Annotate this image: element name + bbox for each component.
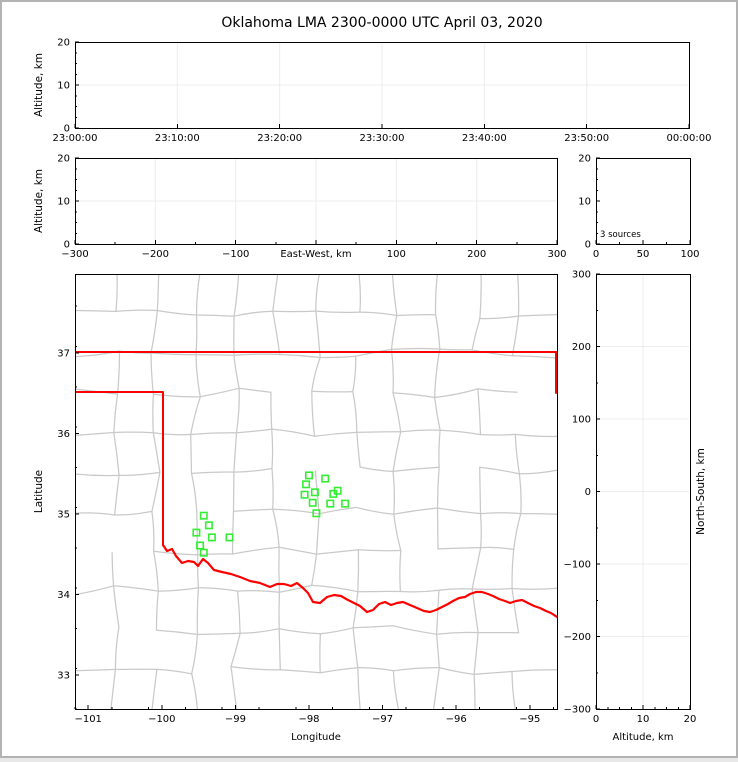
county-line — [114, 432, 154, 433]
y-axis-label: North-South, km — [695, 448, 707, 535]
x-tick-label: 200 — [467, 249, 486, 260]
x-axis-label: Altitude, km — [613, 732, 674, 743]
x-tick-label: −96 — [446, 714, 467, 725]
x-tick-label: 23:30:00 — [360, 133, 405, 144]
x-tick-label: 10 — [637, 714, 650, 725]
y-tick-label: 200 — [572, 342, 591, 353]
y-axis-label: Altitude, km — [33, 53, 45, 117]
x-tick-label: −98 — [298, 714, 319, 725]
x-tick-label: 23:20:00 — [257, 133, 302, 144]
x-tick-label: 20 — [684, 714, 697, 725]
y-axis-label: Altitude, km — [33, 169, 45, 233]
county-line — [153, 394, 154, 433]
county-line — [320, 634, 321, 673]
x-tick-label: −97 — [372, 714, 393, 725]
y-tick-label: 34 — [57, 590, 70, 601]
x-tick-label: 23:40:00 — [462, 133, 507, 144]
x-tick-label: 23:00:00 — [53, 133, 98, 144]
y-tick-label: −300 — [564, 705, 591, 716]
x-tick-label: 0 — [593, 714, 599, 725]
x-tick-label: 23:50:00 — [564, 133, 609, 144]
y-tick-label: −100 — [564, 560, 591, 571]
x-tick-label: 00:00:00 — [667, 133, 712, 144]
figure-title: Oklahoma LMA 2300-0000 UTC April 03, 202… — [221, 15, 542, 31]
county-line — [358, 550, 359, 592]
county-line — [521, 514, 557, 515]
y-tick-label: 10 — [57, 197, 70, 208]
y-tick-label: 100 — [572, 415, 591, 426]
y-tick-label: 0 — [64, 240, 70, 251]
x-tick-label: 100 — [387, 249, 406, 260]
sources-count-annotation: 3 sources — [600, 230, 641, 240]
x-tick-label: −100 — [148, 714, 175, 725]
x-tick-label: −200 — [142, 249, 169, 260]
county-line — [481, 434, 516, 435]
county-line — [191, 435, 192, 474]
x-tick-label: 23:10:00 — [155, 133, 200, 144]
county-line — [357, 432, 401, 433]
x-axis-label: East-West, km — [280, 249, 351, 260]
x-tick-label: 0 — [593, 249, 599, 260]
y-axis-label: Latitude — [33, 470, 45, 513]
y-tick-label: 300 — [572, 270, 591, 281]
x-tick-label: −95 — [519, 714, 540, 725]
x-tick-label: −100 — [222, 249, 249, 260]
y-tick-label: 20 — [57, 154, 70, 165]
county-line — [196, 355, 234, 356]
y-tick-label: 20 — [578, 154, 591, 165]
y-tick-label: 10 — [57, 81, 70, 92]
y-tick-label: 0 — [585, 240, 591, 251]
county-line — [279, 547, 280, 592]
county-line — [480, 467, 481, 513]
x-tick-label: −101 — [74, 714, 101, 725]
y-tick-label: 36 — [57, 429, 70, 440]
y-tick-label: 37 — [57, 348, 70, 359]
county-line — [312, 391, 353, 392]
y-tick-label: 10 — [578, 197, 591, 208]
y-tick-label: 35 — [57, 510, 70, 521]
county-line — [438, 508, 439, 549]
y-tick-label: 20 — [57, 38, 70, 49]
x-axis-label: Longitude — [291, 732, 341, 743]
x-tick-label: −99 — [225, 714, 246, 725]
x-tick-label: 300 — [547, 249, 566, 260]
y-tick-label: −200 — [564, 632, 591, 643]
x-tick-label: 50 — [637, 249, 650, 260]
y-tick-label: 0 — [64, 124, 70, 135]
y-tick-label: 0 — [585, 487, 591, 498]
x-tick-label: −300 — [61, 249, 88, 260]
x-tick-label: 100 — [680, 249, 699, 260]
y-tick-label: 33 — [57, 671, 70, 682]
